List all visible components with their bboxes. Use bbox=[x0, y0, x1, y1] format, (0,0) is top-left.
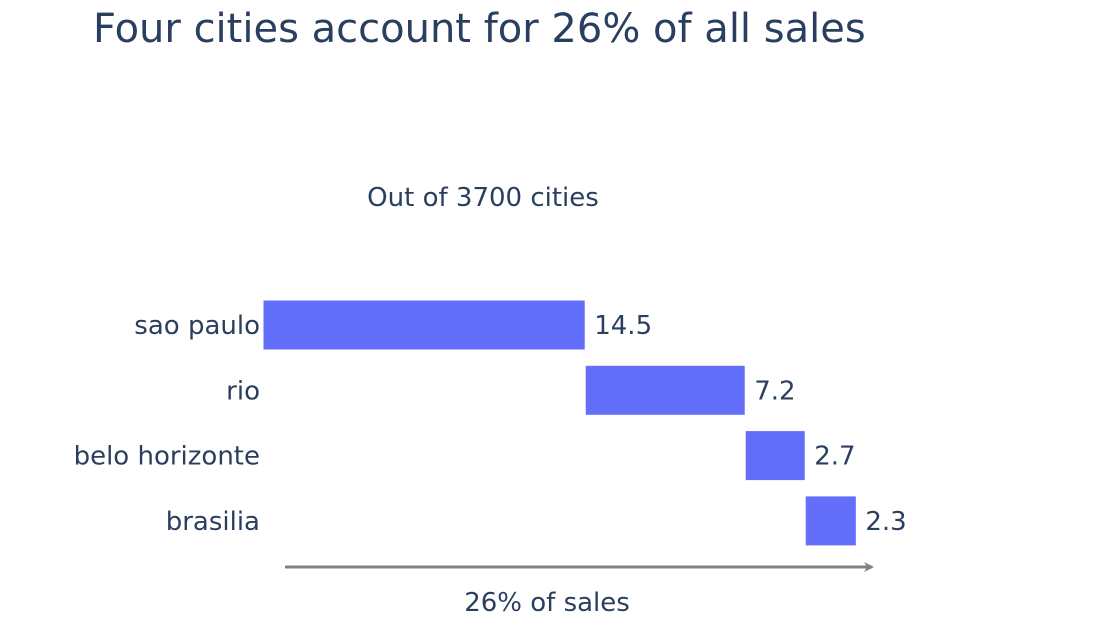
chart-title: Four cities account for 26% of all sales bbox=[93, 6, 866, 52]
category-label: belo horizonte bbox=[74, 442, 260, 472]
subtitle-annotation: Out of 3700 cities bbox=[367, 183, 599, 213]
bar-sao-paulo bbox=[262, 299, 586, 351]
category-label: sao paulo bbox=[134, 311, 260, 341]
value-label: 7.2 bbox=[754, 376, 795, 406]
bar-belo-horizonte bbox=[744, 430, 806, 482]
value-label: 2.7 bbox=[814, 442, 855, 472]
value-label: 2.3 bbox=[865, 507, 906, 537]
value-label: 14.5 bbox=[594, 311, 652, 341]
bar-rio bbox=[584, 364, 746, 416]
bars-layer: sao paulo 14.5 rio 7.2 belo horizonte 2.7 bras… bbox=[74, 299, 907, 547]
category-label: rio bbox=[226, 376, 260, 406]
bar-brasilia bbox=[804, 495, 857, 547]
category-label: brasilia bbox=[166, 507, 260, 537]
arrow-label: 26% of sales bbox=[464, 588, 630, 618]
